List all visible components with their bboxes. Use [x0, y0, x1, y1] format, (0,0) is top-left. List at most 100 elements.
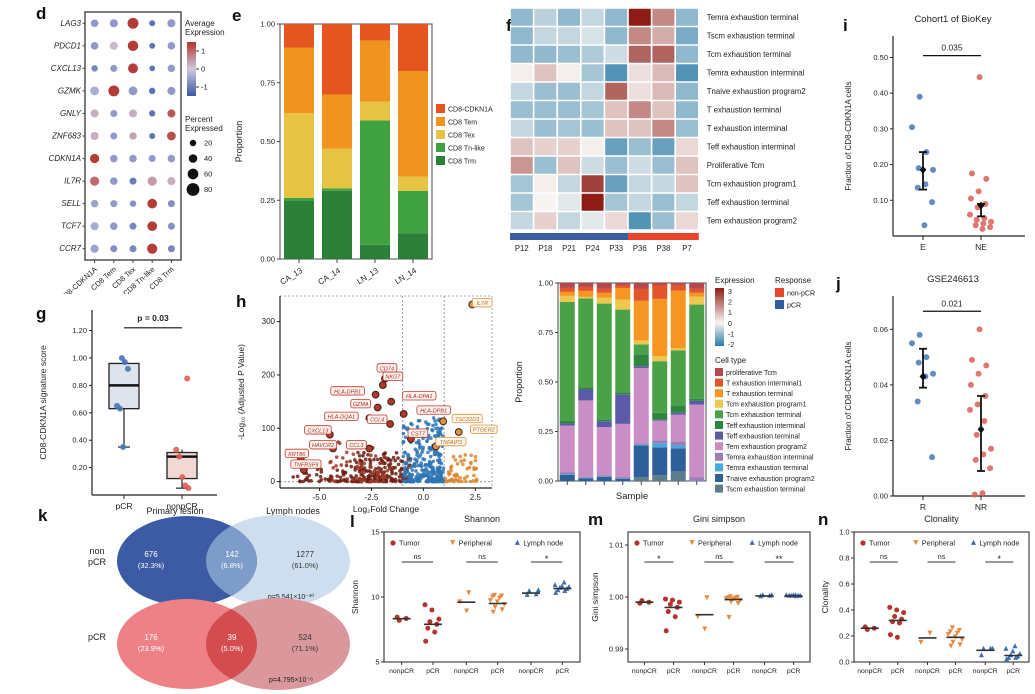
data-point	[118, 354, 125, 361]
scatter-point	[443, 476, 448, 481]
scatter-point	[469, 461, 473, 466]
scatter-point	[425, 479, 430, 484]
scatter-point	[366, 452, 370, 457]
legend-title: Expression	[185, 28, 225, 37]
gene-label-box	[451, 413, 483, 424]
data-point	[929, 454, 936, 461]
expression-dot	[167, 19, 176, 28]
x-tick-label: pCR	[426, 668, 440, 675]
venn-mid-value: 142	[225, 550, 239, 559]
data-point	[1012, 643, 1018, 649]
data-point	[422, 602, 428, 608]
scatter-point	[386, 463, 391, 467]
heatmap-cell	[652, 64, 675, 82]
gene-label: TCF7	[61, 222, 82, 231]
bar-segment	[596, 292, 612, 298]
panel-letter-d: d	[36, 4, 47, 23]
panel-letter-j: j	[836, 274, 841, 293]
scatter-point	[401, 454, 406, 459]
data-point	[669, 597, 675, 603]
heatmap-cell	[605, 193, 628, 211]
bar-segment	[652, 361, 668, 413]
expression-dot	[108, 85, 120, 97]
scatter-point	[424, 420, 428, 424]
scatter-point	[425, 469, 430, 473]
data-point	[950, 639, 956, 645]
x-tick-label: nonpCR	[692, 668, 717, 675]
heatmap-cell	[581, 119, 604, 137]
scatter-point	[375, 471, 380, 476]
data-point	[487, 598, 493, 604]
expression-dot	[127, 40, 139, 52]
gene-label: IL7R	[64, 177, 81, 186]
row-label: Tnaive exhaustion program2	[707, 87, 806, 96]
scatter-point	[471, 479, 476, 483]
scatter-point	[465, 474, 469, 479]
scatter-point	[323, 477, 327, 481]
data-point	[663, 628, 669, 634]
bar-segment	[670, 441, 686, 446]
col-label: P12	[515, 244, 529, 253]
heatmap-cell	[510, 8, 533, 26]
expression-dot	[147, 243, 158, 254]
legend-label: Teff exhaustion interminal	[726, 423, 806, 430]
bar-segment	[559, 295, 575, 302]
scatter-point	[473, 454, 478, 459]
scatter-point	[408, 474, 412, 479]
data-point	[968, 170, 975, 177]
heatmap-cell	[676, 101, 698, 119]
text-label: 0.06	[873, 325, 888, 334]
scatter-point	[401, 431, 406, 436]
bar-segment	[360, 120, 390, 245]
scatter-point	[437, 475, 442, 480]
labeled-point	[399, 409, 408, 418]
heatmap-cell	[534, 45, 557, 63]
gene-label: PDCD1	[54, 41, 81, 50]
y-axis-label: Clonality	[820, 580, 830, 613]
scatter-point	[291, 475, 295, 479]
labeled-point	[387, 397, 396, 406]
bar-segment	[284, 200, 314, 259]
row-label: Teff exhaustion interminal	[707, 142, 796, 151]
expression-dot	[148, 87, 156, 95]
bar-segment	[559, 420, 575, 424]
legend-label: Tcm exhaustion program1	[726, 402, 807, 409]
scatter-point	[334, 464, 338, 468]
significance-label: ns	[414, 554, 422, 561]
expression-dot	[89, 153, 100, 164]
expression-dot	[167, 86, 176, 95]
scatter-point	[319, 467, 324, 472]
text-label: -5.0	[313, 493, 327, 502]
venn-left-value: 676	[144, 550, 158, 559]
significance-label: *	[545, 554, 549, 564]
scatter-point	[404, 461, 409, 466]
scatter-point	[409, 421, 413, 426]
expression-dot	[167, 64, 176, 73]
gene-label-box	[382, 371, 404, 381]
heatmap-cell	[581, 193, 604, 211]
text-label: -1	[201, 83, 208, 92]
venn-p-value: p=5.541×10⁻³⁰	[268, 593, 314, 601]
scatter-point	[430, 465, 434, 470]
text-label: 0.02	[873, 436, 888, 445]
heatmap-cell	[628, 8, 651, 26]
panel-h-volcano: -5.0 -2.5 0.0 2.5 0 100 200 300 Log₂Fold Change -…	[232, 290, 504, 527]
gene-label: CD74	[380, 366, 394, 372]
scatter-point	[453, 473, 458, 477]
panel-title: Gini simpson	[693, 514, 745, 524]
heatmap-cell	[510, 156, 533, 174]
col-label: P18	[538, 244, 552, 253]
expression-dot	[128, 109, 138, 118]
expression-dot	[90, 131, 99, 141]
heatmap-cell	[534, 212, 557, 230]
scatter-point	[356, 450, 360, 455]
data-point	[929, 199, 936, 206]
scatter-point	[319, 478, 324, 482]
data-point	[974, 401, 981, 408]
scatter-point	[344, 463, 349, 468]
scatter-point	[427, 446, 432, 451]
data-point	[973, 216, 980, 223]
data-point	[967, 211, 973, 218]
bar-segment	[670, 284, 686, 291]
text-label: 0.75	[538, 328, 553, 337]
